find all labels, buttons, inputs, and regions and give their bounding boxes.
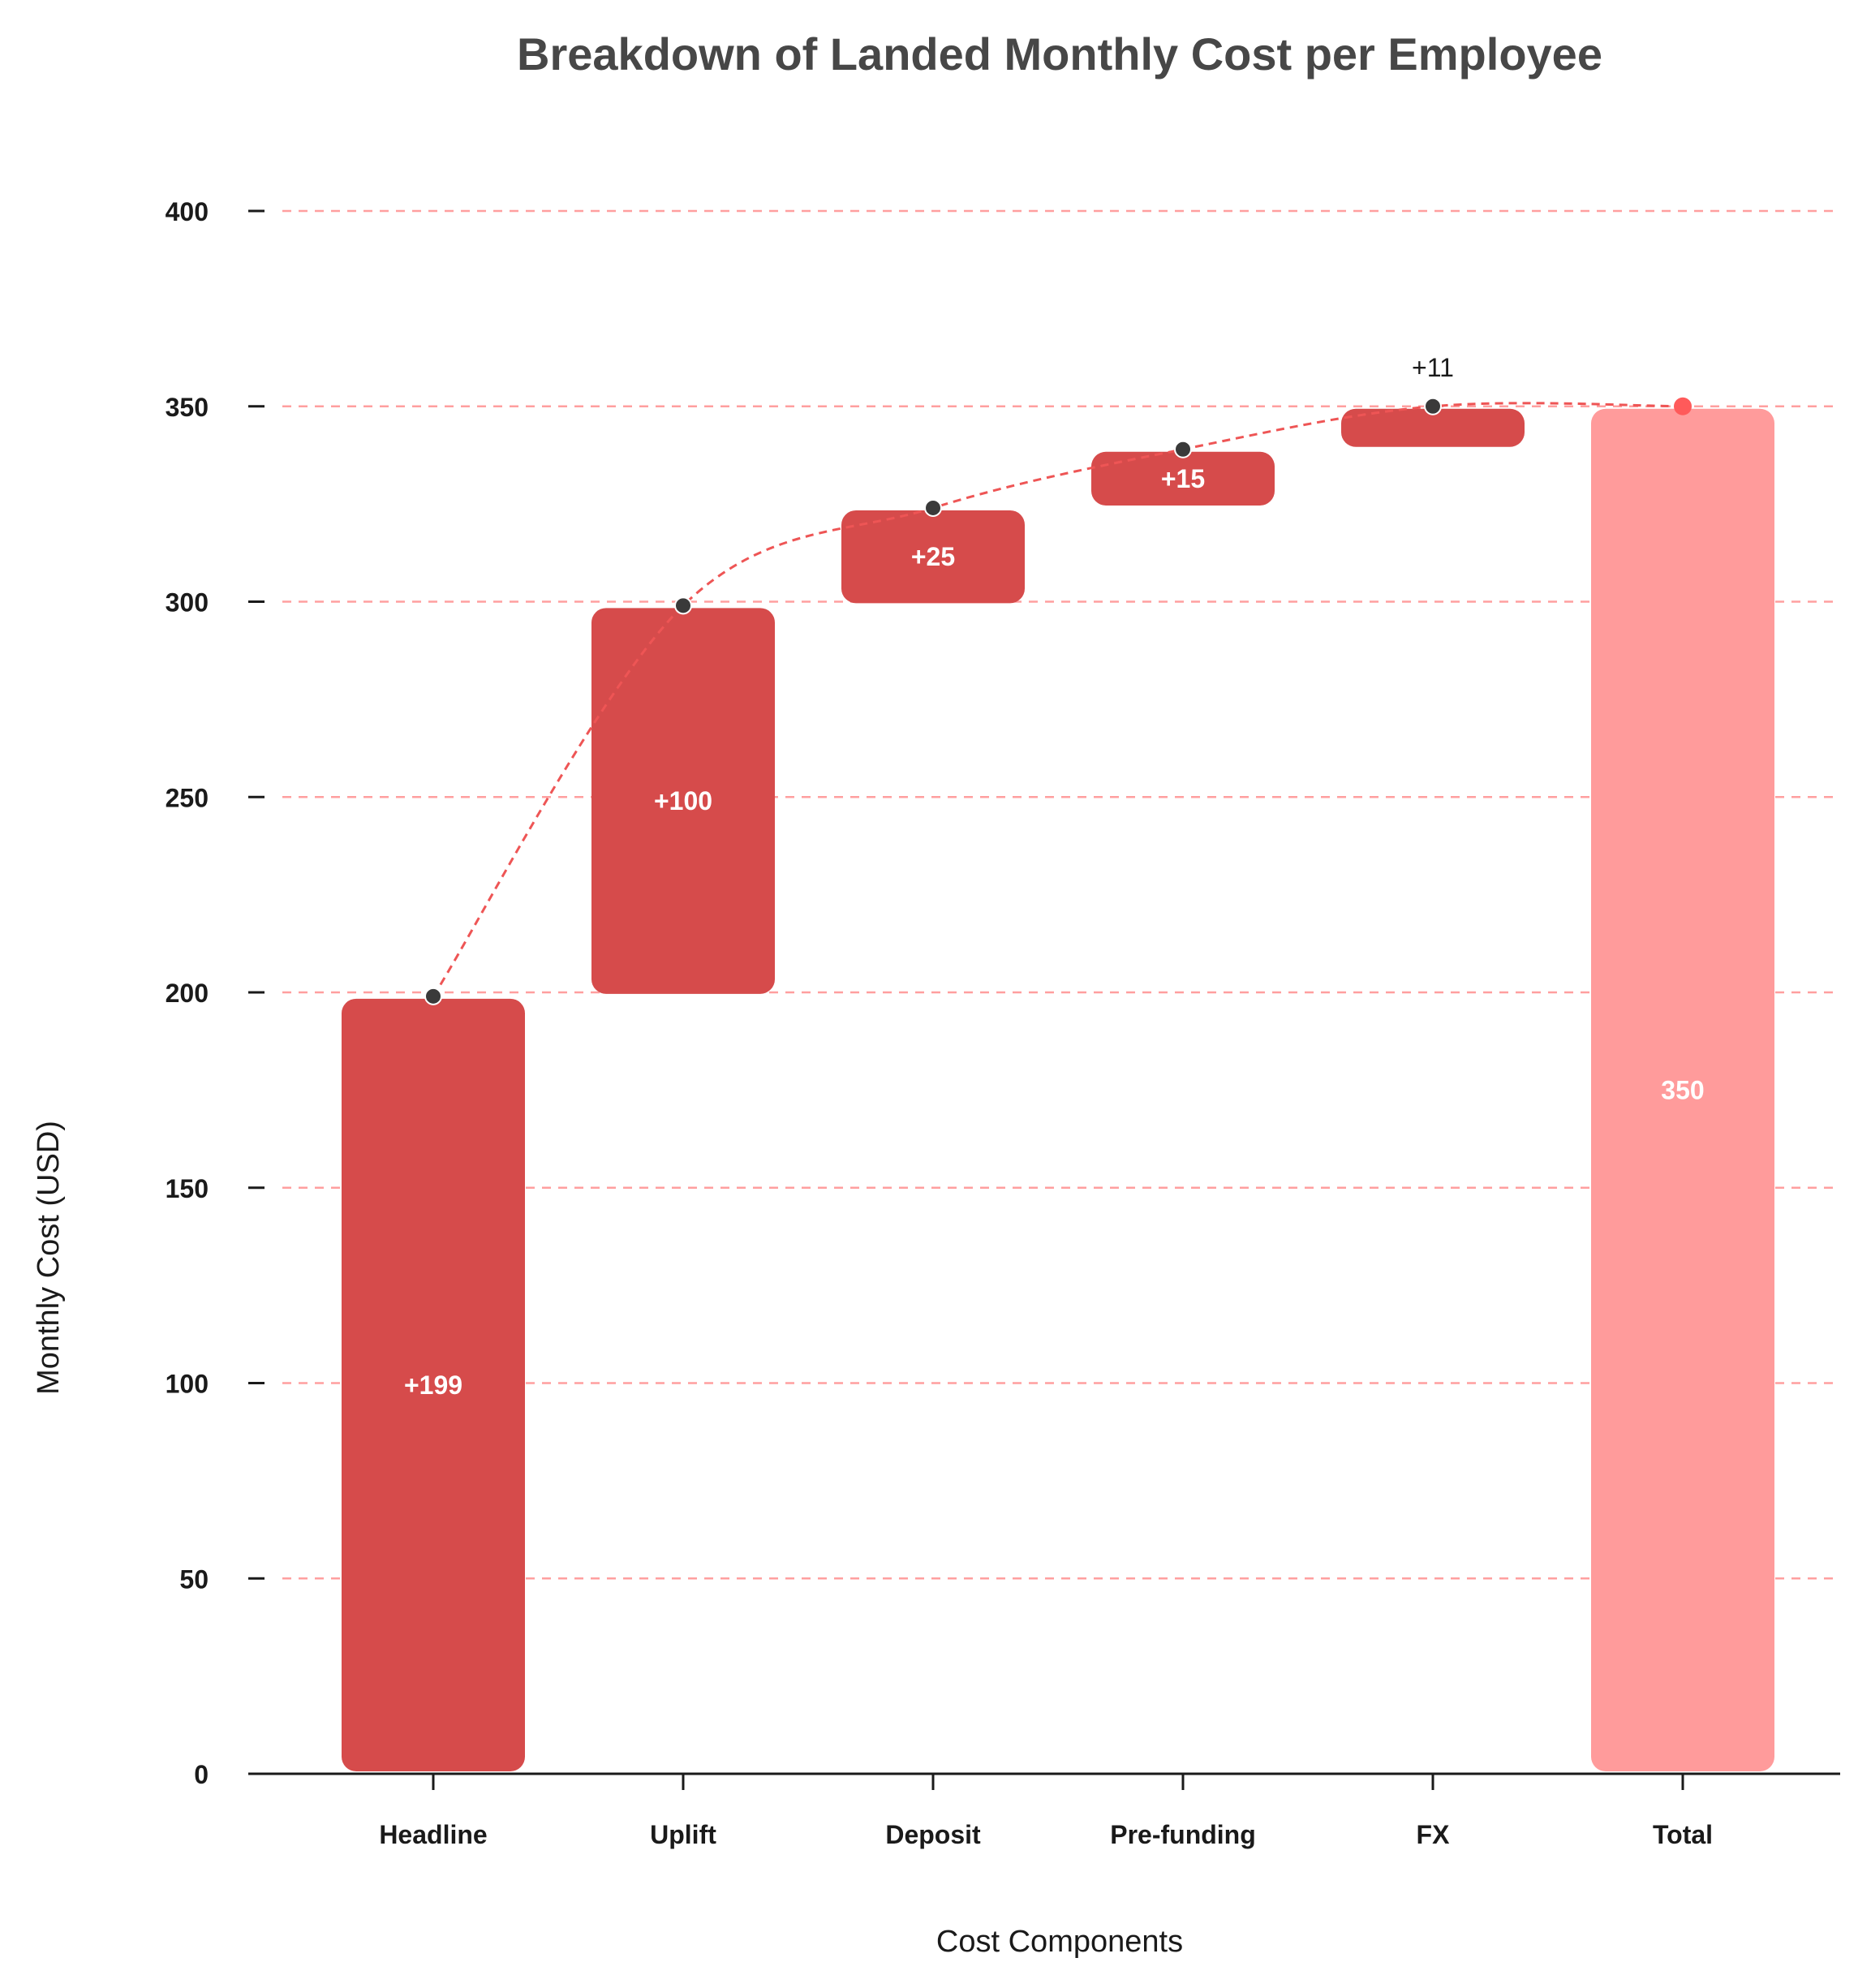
y-tick-label: 0 (194, 1760, 209, 1789)
bars (342, 408, 1774, 1771)
x-tick-label: Headline (379, 1820, 487, 1849)
y-tick-label: 150 (166, 1174, 209, 1203)
bar-value-label: +15 (1161, 464, 1205, 493)
cumulative-point (1674, 397, 1692, 415)
cumulative-point (924, 498, 942, 517)
bar-value-label: +100 (654, 786, 712, 815)
bar-headline (342, 998, 525, 1771)
cumulative-point (1424, 397, 1442, 415)
connector-line (424, 397, 1692, 1005)
y-axis-label: Monthly Cost (USD) (32, 1121, 66, 1395)
cumulative-point (1174, 440, 1192, 458)
bar-uplift (591, 608, 775, 994)
bar-value-label: +25 (911, 542, 955, 571)
y-tick-label: 250 (166, 783, 209, 812)
bar-total (1591, 408, 1774, 1771)
x-tick-label: FX (1417, 1820, 1451, 1849)
chart-title: Breakdown of Landed Monthly Cost per Emp… (517, 28, 1602, 80)
cumulative-point (674, 596, 692, 615)
y-tick-label: 50 (179, 1564, 209, 1594)
y-tick-label: 100 (166, 1370, 209, 1399)
x-tick-label: Deposit (885, 1820, 981, 1849)
bar-pre-funding (1091, 451, 1275, 506)
x-tick-label: Pre-funding (1110, 1820, 1256, 1849)
bar-value-label: +11 (1412, 353, 1454, 382)
bar-value-label: 350 (1661, 1075, 1704, 1104)
grid-lines (282, 209, 1840, 1580)
bar-deposit (841, 510, 1025, 604)
x-tick-label: Uplift (650, 1820, 716, 1849)
y-tick-label: 400 (166, 197, 209, 226)
cumulative-point (424, 987, 442, 1005)
y-tick-label: 350 (166, 393, 209, 422)
cumulative-connector (432, 402, 1684, 997)
x-tick-label: Total (1653, 1820, 1713, 1849)
data-labels: +199 +100 +25 +15 +11 350 (404, 353, 1705, 1400)
y-tick-label: 300 (166, 588, 209, 617)
y-tick-label: 200 (166, 979, 209, 1008)
x-axis-label: Cost Components (936, 1925, 1183, 1959)
axes: 0 50 100 150 200 250 300 350 400 Headline Uplift De… (166, 197, 1840, 1849)
bar-fx (1341, 408, 1525, 447)
bar-value-label: +199 (404, 1371, 462, 1400)
